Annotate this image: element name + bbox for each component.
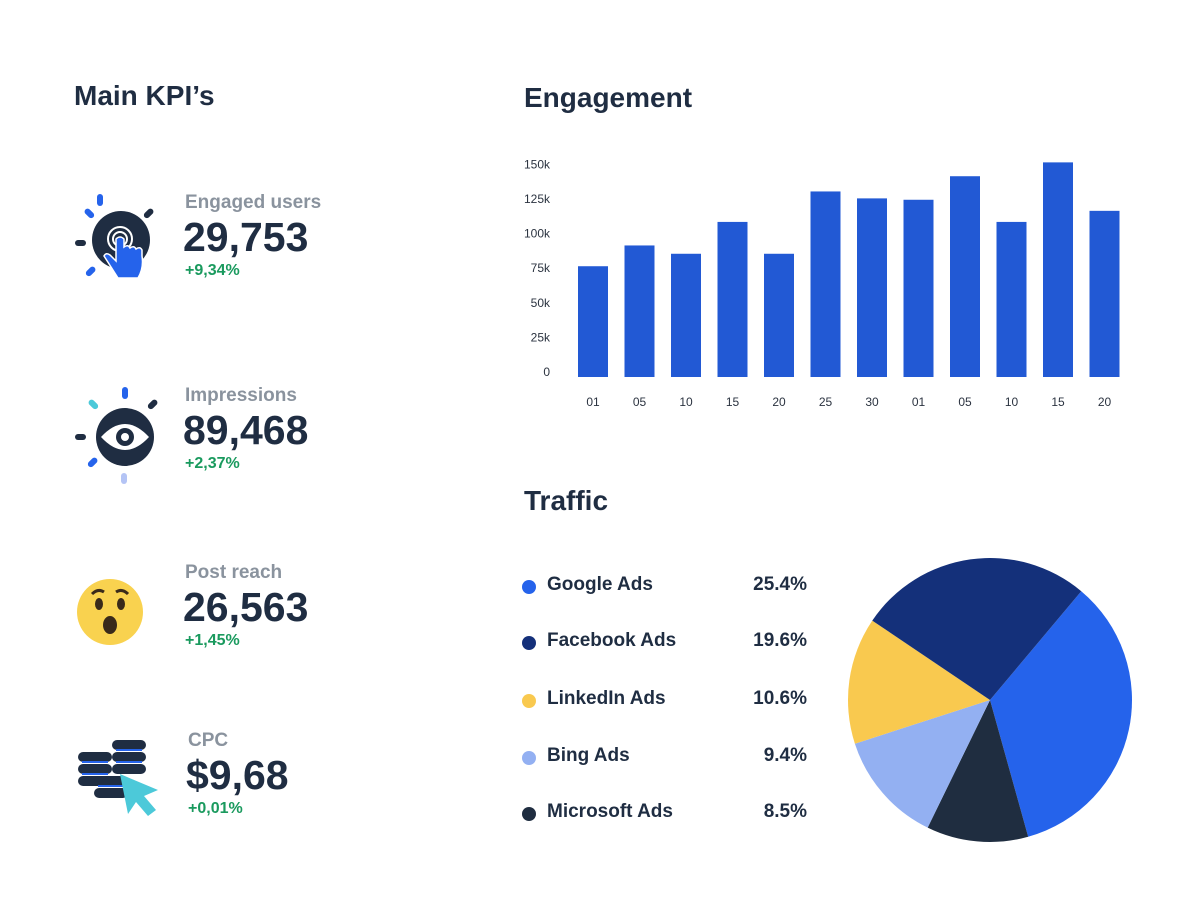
legend-value: 8.5% — [763, 801, 807, 822]
legend-label: Bing Ads — [547, 745, 630, 766]
pie-slice — [848, 620, 990, 744]
kpi-impressions: Impressions 89,468 +2,37% — [70, 385, 370, 495]
x-tick-label: 01 — [912, 395, 926, 409]
legend-dot — [522, 580, 536, 594]
kpi-label: Post reach — [185, 562, 283, 583]
legend-dot — [522, 636, 536, 650]
kpi-title: Main KPI’s — [74, 80, 215, 111]
x-tick-label: 20 — [1098, 395, 1112, 409]
legend-value: 10.6% — [753, 688, 807, 709]
legend-dot — [522, 694, 536, 708]
legend-item: LinkedIn Ads 10.6% — [522, 688, 807, 712]
surprised-emoji-icon — [77, 579, 143, 645]
bar — [950, 176, 980, 377]
kpi-label: CPC — [188, 730, 229, 751]
x-tick-label: 20 — [772, 395, 786, 409]
bar — [810, 191, 841, 377]
pie-slice — [872, 558, 1082, 700]
kpi-value: 26,563 — [183, 584, 309, 630]
kpi-change: +2,37% — [185, 455, 240, 472]
x-tick-label: 01 — [586, 395, 600, 409]
x-tick-label: 15 — [726, 395, 740, 409]
x-tick-label: 30 — [865, 395, 879, 409]
kpi-change: +1,45% — [185, 632, 240, 649]
legend-label: Facebook Ads — [547, 630, 677, 651]
x-tick-label: 15 — [1051, 395, 1065, 409]
bar — [764, 253, 794, 377]
y-tick-label: 125k — [524, 192, 551, 206]
bar — [857, 198, 887, 377]
pie-slice — [990, 591, 1132, 837]
legend-item: Google Ads 25.4% — [522, 574, 807, 598]
bar — [1043, 162, 1073, 377]
kpi-change: +0,01% — [188, 800, 243, 817]
bar — [624, 245, 655, 377]
legend-item: Microsoft Ads 8.5% — [522, 801, 807, 825]
bar — [578, 266, 608, 377]
legend-dot — [522, 807, 536, 821]
kpi-engaged-users: Engaged users 29,753 +9,34% — [70, 192, 370, 302]
x-tick-label: 05 — [958, 395, 972, 409]
x-tick-label: 05 — [633, 395, 647, 409]
coins-cursor-icon — [78, 740, 158, 816]
legend-value: 19.6% — [753, 630, 807, 651]
kpi-value: $9,68 — [186, 752, 289, 798]
legend-dot — [522, 751, 536, 765]
y-tick-label: 75k — [531, 261, 551, 275]
legend-item: Bing Ads 9.4% — [522, 745, 807, 769]
y-tick-label: 50k — [531, 296, 551, 310]
legend-label: Microsoft Ads — [547, 801, 673, 822]
kpi-value: 89,468 — [183, 407, 309, 453]
traffic-title: Traffic — [524, 485, 609, 516]
y-tick-label: 100k — [524, 227, 551, 241]
bar — [996, 221, 1027, 377]
bar — [717, 221, 748, 377]
kpi-label: Impressions — [185, 385, 297, 406]
bar — [671, 253, 701, 377]
legend-label: LinkedIn Ads — [547, 688, 666, 709]
traffic-pie-chart — [848, 558, 1132, 842]
engagement-bar-chart: 0 25k 50k 75k 100k 125k 150k 01 05 10 15 20 25 30 01 05… — [524, 157, 1120, 409]
legend-value: 25.4% — [753, 574, 807, 595]
y-tick-label: 0 — [543, 365, 550, 379]
x-tick-label: 25 — [819, 395, 833, 409]
engagement-title: Engagement — [524, 82, 693, 113]
x-tick-label: 10 — [1005, 395, 1019, 409]
bar — [903, 199, 934, 377]
legend-item: Facebook Ads 19.6% — [522, 630, 807, 654]
pie-slice — [854, 700, 990, 828]
kpi-value: 29,753 — [183, 214, 309, 260]
pie-slice — [927, 700, 1029, 842]
legend-label: Google Ads — [547, 574, 653, 595]
touch-hand-icon — [75, 194, 154, 279]
x-tick-label: 10 — [679, 395, 693, 409]
legend-value: 9.4% — [763, 745, 807, 766]
kpi-cpc: CPC $9,68 +0,01% — [70, 730, 370, 840]
eye-icon — [75, 387, 158, 484]
kpi-label: Engaged users — [185, 192, 322, 213]
kpi-change: +9,34% — [185, 262, 240, 279]
kpi-post-reach: Post reach 26,563 +1,45% — [70, 562, 370, 672]
y-tick-label: 150k — [524, 157, 551, 171]
y-tick-label: 25k — [531, 330, 551, 344]
bar — [1089, 210, 1120, 377]
